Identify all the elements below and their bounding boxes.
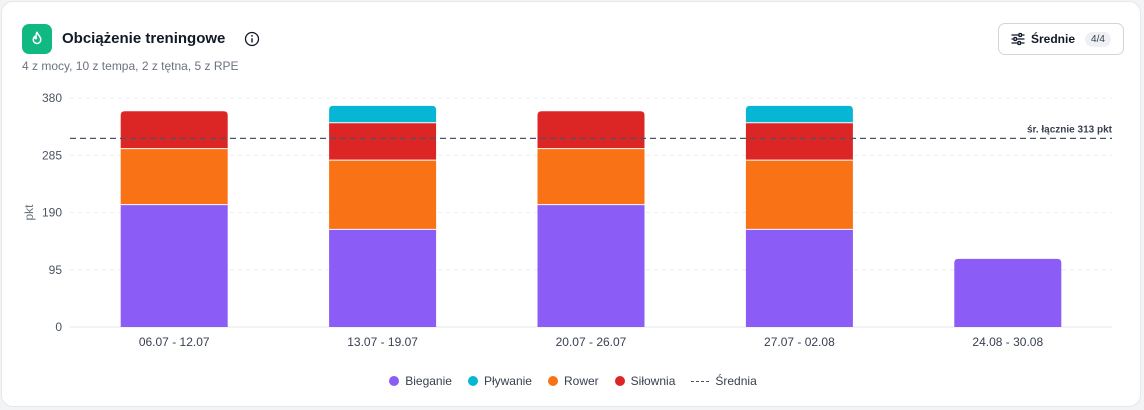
legend-label: Siłownia [630, 374, 676, 388]
x-tick-label: 20.07 - 26.07 [556, 335, 627, 349]
averages-button-label: Średnie [1031, 32, 1076, 46]
bar-bieganie-5 [954, 258, 1062, 327]
bar-pywanie-2 [329, 105, 437, 123]
bar-siownia-2 [329, 122, 437, 161]
bar-bieganie-4 [745, 229, 853, 327]
subtitle: 4 z mocy, 10 z tempa, 2 z tętna, 5 z RPE [22, 59, 239, 73]
bar-rower-1 [120, 148, 228, 205]
y-tick-label: 380 [42, 91, 62, 105]
legend-item-rower[interactable]: Rower [547, 374, 599, 388]
legend-item-pywanie[interactable]: Pływanie [467, 374, 532, 388]
x-tick-label: 13.07 - 19.07 [347, 335, 418, 349]
average-reference-label: śr. łącznie 313 pkt [1027, 124, 1113, 135]
averages-count-badge: 4/4 [1085, 31, 1111, 47]
sliders-icon [1011, 32, 1025, 46]
legend-dot [614, 376, 625, 386]
legend-dash [691, 380, 710, 382]
bar-rower-2 [329, 160, 437, 230]
bar-siownia-4 [745, 122, 853, 161]
bar-pywanie-4 [745, 105, 853, 123]
legend-dot [547, 376, 558, 386]
legend-item-siownia[interactable]: Siłownia [614, 374, 676, 388]
y-axis-label: pkt [22, 204, 36, 221]
bar-siownia-3 [537, 111, 645, 149]
bar-bieganie-3 [537, 204, 645, 327]
x-tick-label: 24.08 - 30.08 [972, 335, 1043, 349]
bar-rower-3 [537, 148, 645, 205]
bar-rower-4 [745, 160, 853, 230]
y-tick-label: 190 [42, 206, 62, 220]
y-tick-label: 0 [55, 320, 62, 334]
page-title: Obciążenie treningowe [62, 30, 226, 47]
legend-dot [467, 376, 478, 386]
legend-dot [389, 376, 400, 386]
x-tick-label: 06.07 - 12.07 [139, 335, 210, 349]
bar-bieganie-1 [120, 204, 228, 327]
legend-item-bieganie[interactable]: Bieganie [389, 374, 452, 388]
x-tick-label: 27.07 - 02.08 [764, 335, 835, 349]
stacked-bar-chart: 0 95 190 285 380 pkt 06.07 - 12.07 13.07 - 19.0… [22, 91, 1113, 349]
flame-icon [22, 24, 52, 54]
legend-label: Rower [563, 374, 599, 388]
legend-label: Średnia [715, 374, 757, 388]
y-tick-label: 285 [42, 148, 62, 162]
averages-button[interactable]: Średnie 4/4 [998, 23, 1124, 55]
chart-legend: Bieganie Pływanie Rower Siłownia Średnia [2, 374, 1144, 388]
bar-bieganie-2 [329, 229, 437, 327]
legend-item-average[interactable]: Średnia [691, 374, 757, 388]
y-tick-label: 95 [49, 263, 63, 277]
legend-label: Bieganie [405, 374, 452, 388]
legend-label: Pływanie [483, 374, 532, 388]
info-icon[interactable] [244, 31, 260, 47]
bar-siownia-1 [120, 111, 228, 149]
